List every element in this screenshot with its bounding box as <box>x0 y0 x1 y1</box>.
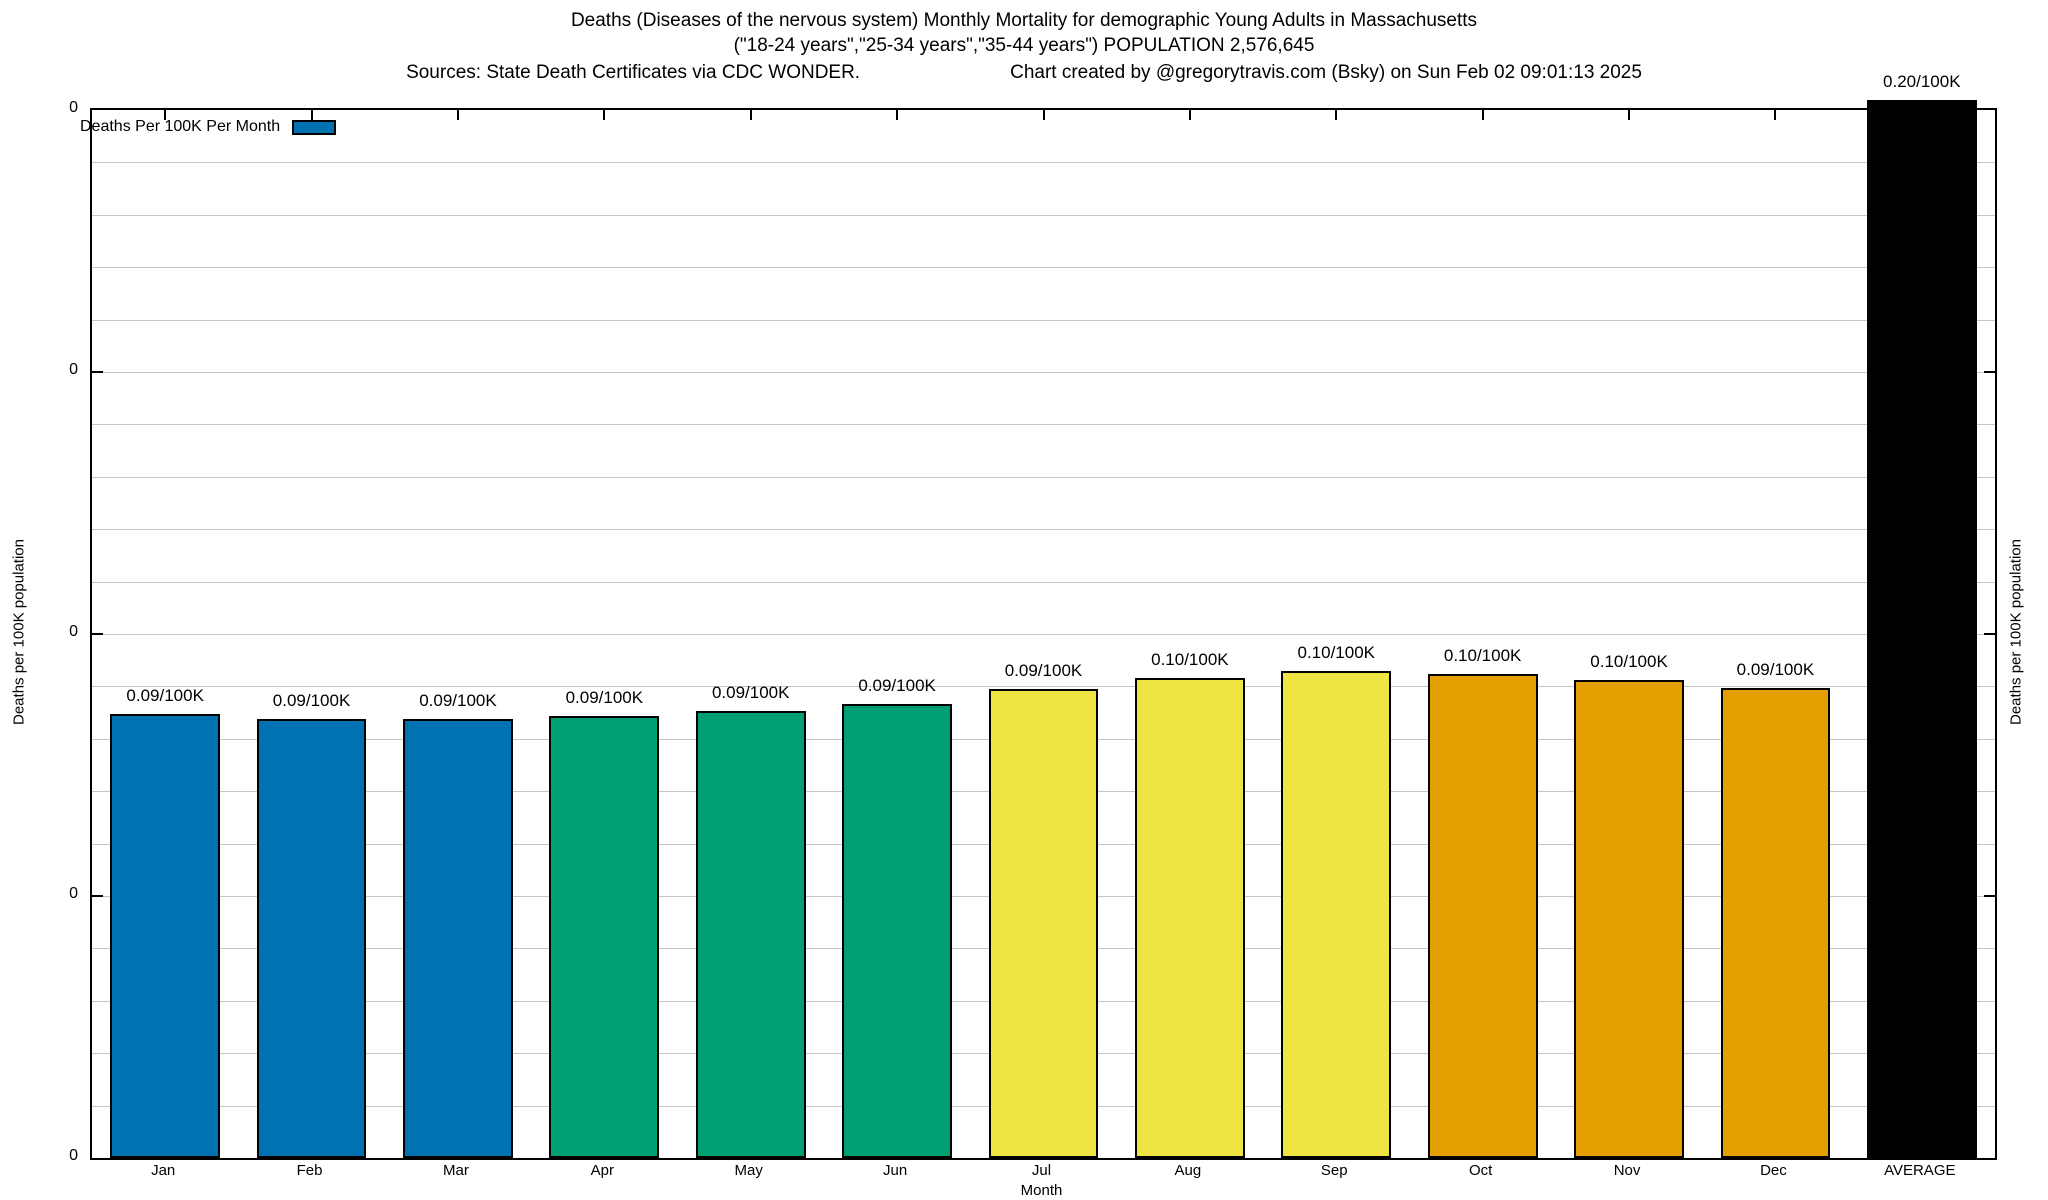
x-axis-tick-top <box>456 110 459 120</box>
bar-nov <box>1574 679 1684 1158</box>
y-axis-label-left: Deaths per 100K population <box>10 539 28 725</box>
gridline-horizontal <box>92 267 1995 269</box>
y-axis-tick <box>92 895 103 897</box>
bar-value-label-sep: 0.10/100K <box>1297 642 1375 662</box>
plot-area: Deaths Per 100K Per Month 0.09/100K 0.09/… <box>80 72 1997 1160</box>
legend-label: Deaths Per 100K Per Month <box>80 118 281 135</box>
bar-sep <box>1281 670 1392 1158</box>
x-axis-tick-top <box>164 110 167 120</box>
x-axis-tick-top <box>1188 110 1191 120</box>
y-axis-tick <box>1984 371 1995 373</box>
gridline-horizontal <box>92 581 1995 583</box>
chart-meta-line: Sources: State Death Certificates via CD… <box>0 60 2048 85</box>
x-tick-label-jun: Jun <box>883 1162 908 1179</box>
gridline-horizontal <box>92 476 1995 478</box>
x-tick-label-feb: Feb <box>296 1162 323 1179</box>
bar-jan <box>110 713 221 1158</box>
gridline-horizontal <box>92 634 1995 635</box>
gridline-horizontal <box>92 372 1995 373</box>
bar-dec <box>1720 687 1831 1158</box>
credit-text: Chart created by @gregorytravis.com (Bsk… <box>1010 62 1642 84</box>
bar-mar <box>403 718 513 1158</box>
bar-value-label-dec: 0.09/100K <box>1736 659 1815 679</box>
bar-jun <box>842 703 952 1158</box>
y-tick-label: 0 <box>69 361 78 378</box>
bar-average <box>1866 100 1977 1158</box>
x-axis-tick-top <box>1774 110 1777 120</box>
x-axis-tick-top <box>1628 110 1631 120</box>
x-tick-label-oct: Oct <box>1468 1162 1493 1179</box>
gridline-horizontal <box>92 162 1995 164</box>
bar-value-label-may: 0.09/100K <box>711 683 790 703</box>
bar-aug <box>1134 677 1245 1158</box>
x-tick-label-jul: Jul <box>1031 1162 1052 1179</box>
x-axis-tick-top <box>310 110 313 120</box>
x-tick-label-aug: Aug <box>1174 1162 1202 1179</box>
bar-may <box>695 711 806 1158</box>
chart-legend: Deaths Per 100K Per Month <box>80 118 337 136</box>
bar-value-label-average: 0.20/100K <box>1883 72 1961 91</box>
y-axis-tick <box>1984 895 1995 897</box>
x-tick-label-average: AVERAGE <box>1884 1162 1956 1179</box>
bar-feb <box>256 718 367 1158</box>
x-tick-label-sep: Sep <box>1320 1162 1348 1179</box>
y-tick-label: 0 <box>69 623 78 640</box>
bar-value-label-jun: 0.09/100K <box>858 675 936 695</box>
y-tick-label: 0 <box>69 1147 78 1164</box>
bar-value-label-aug: 0.10/100K <box>1151 649 1229 669</box>
bar-value-label-nov: 0.10/100K <box>1590 651 1668 671</box>
bar-value-label-feb: 0.09/100K <box>272 690 351 710</box>
gridline-horizontal <box>92 424 1995 426</box>
x-tick-label-jan: Jan <box>151 1162 176 1179</box>
x-tick-label-apr: Apr <box>590 1162 614 1179</box>
x-axis-label: Month <box>1020 1182 1063 1199</box>
bar-jul <box>988 688 1099 1158</box>
x-tick-label-nov: Nov <box>1613 1162 1641 1179</box>
bar-oct <box>1427 673 1538 1158</box>
gridline-horizontal <box>92 686 1995 688</box>
bar-value-label-apr: 0.09/100K <box>565 688 644 708</box>
chart-subtitle: ("18-24 years","25-34 years","35-44 year… <box>733 35 1315 57</box>
gridline-horizontal <box>92 214 1995 216</box>
x-tick-label-may: May <box>734 1162 763 1179</box>
sources-text: Sources: State Death Certificates via CD… <box>406 62 861 84</box>
gridline-horizontal <box>92 319 1995 321</box>
y-axis-tick <box>92 371 103 373</box>
chart-title: Deaths (Diseases of the nervous system) … <box>570 10 1478 31</box>
x-axis-tick-top <box>1481 110 1484 120</box>
x-axis-tick-top <box>1042 110 1045 120</box>
x-axis-tick-top <box>749 110 752 120</box>
y-tick-label: 0 <box>69 885 78 902</box>
x-axis-tick-top <box>896 110 899 120</box>
y-tick-label: 0 <box>69 99 78 116</box>
bar-value-label-oct: 0.10/100K <box>1443 645 1522 665</box>
y-axis-tick <box>1984 633 1995 635</box>
x-axis-tick-top <box>1335 110 1338 120</box>
x-tick-label-mar: Mar <box>443 1162 469 1179</box>
bar-value-label-jan: 0.09/100K <box>126 685 204 705</box>
x-axis-tick-top <box>603 110 606 120</box>
bar-apr <box>549 716 660 1158</box>
gridline-horizontal <box>92 529 1995 531</box>
x-tick-label-dec: Dec <box>1760 1162 1787 1179</box>
y-axis-label-right: Deaths per 100K population <box>2007 539 2025 725</box>
legend-swatch-icon <box>292 119 337 135</box>
chart-header: Deaths (Diseases of the nervous system) … <box>0 8 2048 85</box>
bar-value-label-jul: 0.09/100K <box>1004 660 1083 680</box>
y-axis-tick <box>92 633 103 635</box>
bar-value-label-mar: 0.09/100K <box>419 690 497 710</box>
